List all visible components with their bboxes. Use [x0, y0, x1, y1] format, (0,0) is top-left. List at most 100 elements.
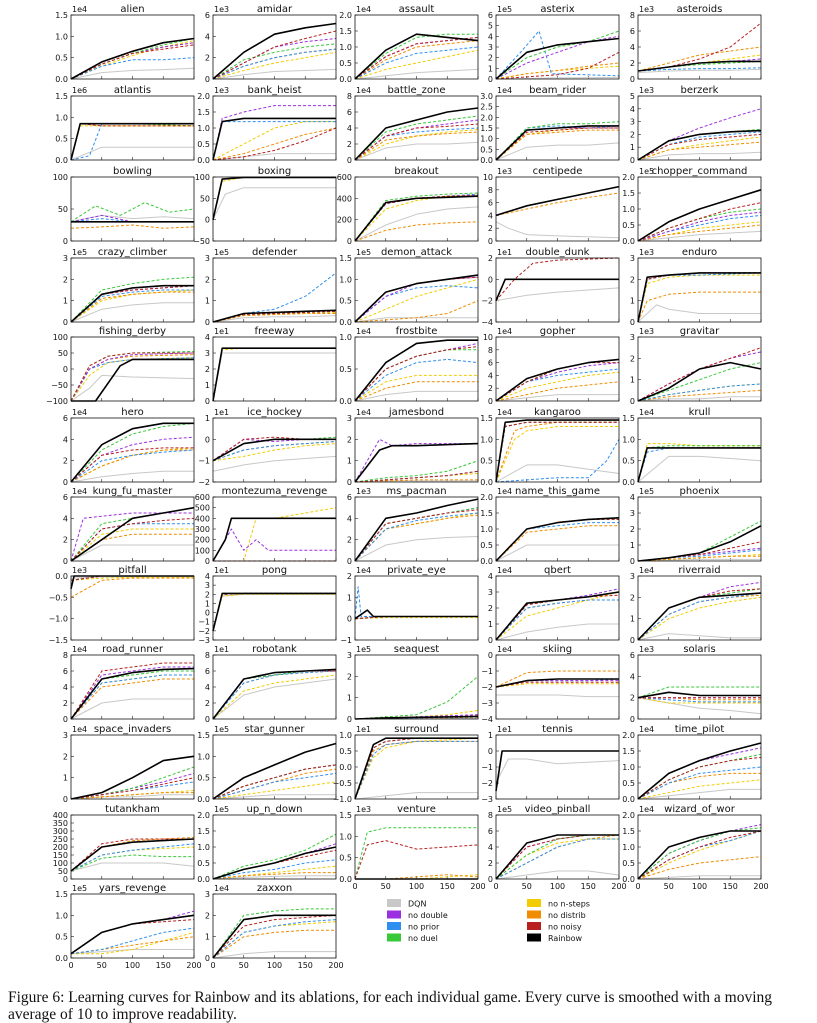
- panel-battle_zone: battle_zone 1e4 0 2 4 6 8: [347, 85, 479, 165]
- y-tick-label: 1.0: [55, 113, 68, 122]
- y-tick-label: 1.0: [480, 135, 493, 144]
- series-line-no-n-steps: [637, 443, 761, 483]
- series-line-dqn: [70, 146, 194, 161]
- panel-title: private_eye: [387, 565, 446, 576]
- axis-exponent: 1e5: [356, 645, 371, 654]
- axis-exponent: 1e4: [72, 408, 87, 417]
- axis-exponent: 1e3: [356, 487, 371, 496]
- series-line-dqn: [637, 558, 761, 562]
- axis-exponent: 1e5: [214, 725, 229, 734]
- series-line-no-prior: [637, 383, 762, 402]
- panel-frame: [495, 814, 620, 880]
- y-tick-label: 1: [347, 593, 352, 602]
- series-line-no-prior: [354, 512, 479, 562]
- panel-frame: [70, 734, 195, 800]
- y-tick-label: 200: [337, 216, 352, 225]
- x-tick-label: 0: [352, 882, 357, 891]
- panel-frame: [637, 734, 762, 800]
- series-line-no-distrib: [212, 347, 336, 402]
- series-line-dqn: [70, 214, 195, 223]
- x-tick-label: 100: [267, 961, 282, 970]
- axis-exponent: 1e3: [72, 566, 87, 575]
- series-line-no-duel: [637, 686, 761, 699]
- y-tick-label: 0.0: [339, 318, 352, 327]
- y-tick-label: 3: [630, 333, 635, 342]
- axis-exponent: 1e4: [497, 408, 512, 417]
- series-line-no-n-steps: [637, 779, 762, 800]
- series-line-rainbow: [212, 309, 337, 323]
- legend-label: no double: [408, 911, 448, 920]
- series-line-rainbow: [70, 284, 194, 323]
- panel-frame: [354, 14, 479, 80]
- panel-ms_pacman: ms_pacman 1e3 0 2 4 6: [347, 486, 479, 566]
- series-line-no-duel: [354, 33, 478, 80]
- legend-swatch: [387, 910, 401, 919]
- figure-caption: Figure 6: Learning curves for Rainbow an…: [8, 989, 773, 1023]
- series-line-dqn: [212, 187, 336, 220]
- y-tick-label: 600: [195, 493, 210, 502]
- panel-frame: [495, 734, 620, 800]
- panel-amidar: amidar 1e3 0 2 4 6: [205, 4, 337, 84]
- y-tick-label: 4: [630, 672, 635, 681]
- panel-title: phoenix: [680, 486, 720, 497]
- series-line-rainbow: [354, 442, 479, 483]
- y-tick-label: 0.5: [339, 854, 352, 863]
- y-tick-label: 4: [488, 32, 493, 41]
- series-line-no-duel: [495, 121, 620, 161]
- y-tick-label: 1.5: [197, 731, 210, 740]
- y-tick-label: 3: [488, 588, 493, 597]
- series-line-dqn: [495, 870, 620, 880]
- series-line-no-double: [212, 347, 336, 402]
- axis-exponent: 1e1: [497, 248, 512, 257]
- y-tick-label: 0.0: [55, 156, 68, 165]
- series-line-no-distrib: [70, 936, 195, 955]
- y-tick-label: 300: [195, 525, 210, 534]
- panel-frame: [637, 417, 762, 483]
- y-tick-label: 1.0: [480, 435, 493, 444]
- series-line-no-distrib: [354, 740, 478, 800]
- axis-exponent: 1e3: [639, 86, 654, 95]
- panel-title: breakout: [394, 166, 438, 177]
- panel-title: qbert: [544, 565, 571, 576]
- x-tick-label: 150: [581, 882, 596, 891]
- series-line-no-double: [354, 438, 478, 483]
- x-tick-label: 200: [470, 882, 485, 891]
- series-line-no-double: [212, 176, 336, 220]
- y-tick-label: 1.0: [197, 843, 210, 852]
- y-tick-label: 0.0: [480, 156, 493, 165]
- series-line-rainbow: [354, 498, 479, 562]
- y-tick-label: 1.0: [55, 32, 68, 41]
- x-tick-label: 0: [68, 961, 73, 970]
- series-line-no-prior: [637, 67, 762, 72]
- series-line-no-n-steps: [212, 921, 337, 959]
- series-line-no-prior: [212, 347, 336, 402]
- series-line-no-noisy: [354, 840, 479, 880]
- x-tick-label: 200: [186, 961, 201, 970]
- panel-title: demon_attack: [381, 247, 452, 258]
- y-tick-label: 1.5: [622, 189, 635, 198]
- series-line-dqn: [495, 544, 619, 562]
- x-tick-label: 200: [328, 961, 343, 970]
- panel-title: gopher: [540, 326, 576, 337]
- y-tick-label: 4: [630, 43, 635, 52]
- y-tick-label: 1: [630, 297, 635, 306]
- series-line-rainbow: [354, 737, 478, 800]
- panel-title: kung_fu_master: [93, 486, 174, 497]
- y-tick-label: 2: [63, 536, 68, 545]
- panel-frame: [495, 417, 620, 483]
- series-line-no-n-steps: [495, 517, 620, 562]
- panel-frame: [637, 95, 762, 161]
- panel-frame: [212, 417, 337, 483]
- series-line-no-double: [637, 211, 762, 242]
- y-tick-label: 4: [205, 683, 210, 692]
- panel-zaxxon: zaxxon 1e4 0 1 2 3 0 50 100 150 200: [205, 883, 344, 970]
- series-line-no-noisy: [495, 127, 619, 161]
- panel-frame: [354, 95, 479, 161]
- axis-exponent: 1e5: [639, 167, 654, 176]
- panel-title: up_n_down: [246, 804, 302, 815]
- y-tick-label: −1: [340, 636, 352, 645]
- y-tick-label: 1: [205, 414, 210, 423]
- panel-up_n_down: up_n_down 1e5 0.0 0.5 1.0 1.5 2.0: [197, 804, 337, 884]
- y-tick-label: 0: [205, 609, 210, 618]
- x-tick-label: 50: [664, 882, 674, 891]
